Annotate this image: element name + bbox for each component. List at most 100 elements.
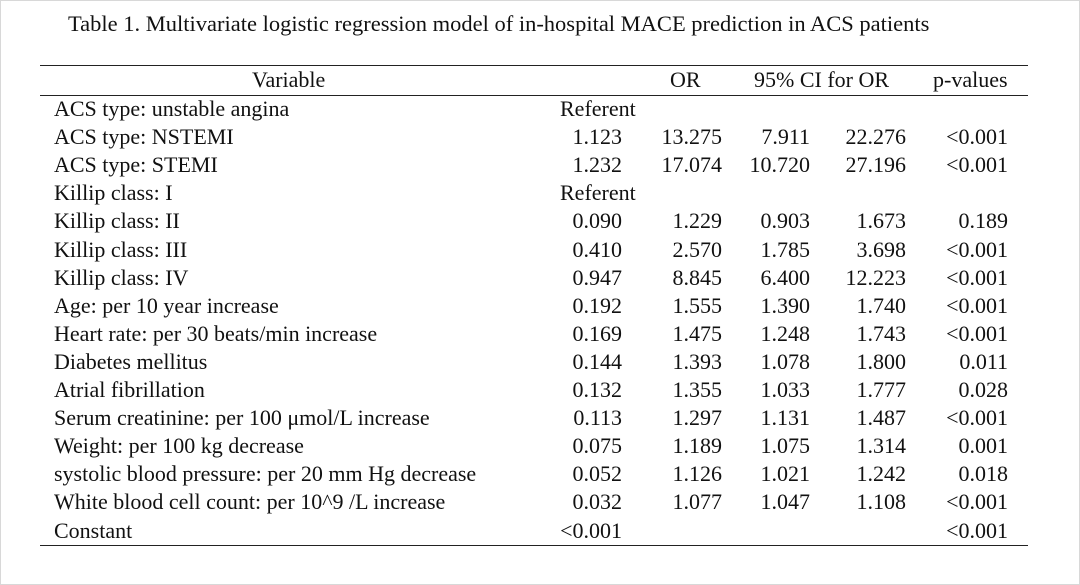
- cell-variable: systolic blood pressure: per 20 mm Hg de…: [54, 461, 477, 487]
- cell-ci-high: 22.276: [845, 124, 907, 150]
- cell-ci-high: 1.108: [856, 489, 907, 515]
- table-header-rule: [40, 95, 1028, 96]
- cell-ci-low: 1.131: [760, 405, 811, 431]
- table-row: Age: per 10 year increase 0.192 1.555 1.390…: [0, 292, 1080, 320]
- cell-ci-high: 1.800: [856, 348, 907, 374]
- cell-ci-high: 3.698: [856, 236, 907, 262]
- cell-p-value: <0.001: [946, 292, 1008, 318]
- cell-coefficient: 0.132: [572, 377, 623, 402]
- cell-p-value: 0.028: [958, 377, 1009, 402]
- cell-variable: White blood cell count: per 10^9 /L incr…: [54, 489, 446, 515]
- cell-variable: ACS type: unstable angina: [54, 96, 290, 121]
- cell-variable: Atrial fibrillation: [54, 377, 205, 402]
- table-row: Serum creatinine: per 100 μmol/L increas…: [0, 404, 1080, 432]
- cell-or: 1.077: [672, 489, 723, 515]
- cell-ci-low: 1.078: [760, 348, 811, 374]
- header-or: OR: [670, 67, 701, 92]
- cell-p-value: <0.001: [946, 320, 1008, 346]
- table-row: White blood cell count: per 10^9 /L incr…: [0, 488, 1080, 516]
- cell-or: 1.555: [672, 292, 723, 318]
- header-p-values: p-values: [933, 67, 1008, 92]
- header-ci: 95% CI for OR: [754, 67, 890, 92]
- cell-coefficient: 1.123: [572, 124, 623, 150]
- cell-coefficient: 0.113: [573, 405, 622, 431]
- table-row: Killip class: IV 0.947 8.845 6.400 12.223 <0.…: [0, 264, 1080, 292]
- cell-or: 17.074: [661, 152, 723, 178]
- cell-ci-high: 27.196: [845, 152, 907, 178]
- cell-p-value: 0.001: [958, 433, 1009, 459]
- cell-variable: Heart rate: per 30 beats/min increase: [54, 320, 378, 346]
- table-row: Heart rate: per 30 beats/min increase 0.1…: [0, 320, 1080, 348]
- cell-or: 1.189: [672, 433, 723, 459]
- cell-or: 2.570: [672, 236, 723, 262]
- cell-coefficient: 1.232: [572, 152, 623, 178]
- cell-p-value: <0.001: [946, 236, 1008, 262]
- cell-ci-low: 7.911: [761, 124, 810, 150]
- header-variable: Variable: [252, 67, 326, 92]
- cell-p-value: <0.001: [946, 152, 1008, 178]
- cell-coefficient: 0.169: [572, 320, 623, 346]
- cell-coefficient: 0.090: [572, 208, 623, 234]
- cell-ci-high: 1.740: [856, 292, 907, 318]
- cell-p-value: <0.001: [946, 124, 1008, 150]
- cell-ci-low: 10.720: [749, 152, 811, 178]
- cell-or: 1.355: [672, 377, 723, 402]
- cell-variable: Constant: [54, 517, 133, 543]
- cell-variable: ACS type: NSTEMI: [54, 124, 234, 150]
- cell-ci-high: 1.777: [856, 377, 907, 402]
- cell-ci-low: 1.033: [760, 377, 811, 402]
- cell-or: 1.393: [672, 348, 723, 374]
- cell-coefficient: 0.075: [572, 433, 623, 459]
- cell-variable: Killip class: III: [54, 236, 188, 262]
- cell-coefficient: 0.144: [572, 348, 623, 374]
- cell-or: 8.845: [672, 264, 723, 290]
- cell-or: 1.126: [672, 461, 723, 487]
- table-row: systolic blood pressure: per 20 mm Hg de…: [0, 460, 1080, 488]
- table-row: Killip class: I Referent: [0, 179, 1080, 207]
- table-top-rule: [40, 65, 1028, 66]
- cell-or: 1.297: [672, 405, 723, 431]
- cell-ci-high: 1.242: [856, 461, 907, 487]
- cell-p-value: 0.011: [959, 348, 1008, 374]
- table-row: Diabetes mellitus 0.144 1.393 1.078 1.800 0.0…: [0, 348, 1080, 376]
- cell-p-value: <0.001: [946, 489, 1008, 515]
- cell-variable: Weight: per 100 kg decrease: [54, 433, 304, 459]
- cell-or: 1.229: [672, 208, 723, 234]
- cell-variable: Diabetes mellitus: [54, 348, 208, 374]
- cell-variable: Killip class: II: [54, 208, 180, 234]
- cell-ci-low: 1.075: [760, 433, 811, 459]
- cell-ci-high: 1.487: [856, 405, 907, 431]
- table-row: Constant <0.001 <0.001: [0, 517, 1080, 545]
- table-row: Atrial fibrillation 0.132 1.355 1.033 1.777 0…: [0, 376, 1080, 404]
- table-header-row: Variable OR 95% CI for OR p-values: [0, 66, 1080, 94]
- cell-ci-low: 1.390: [760, 292, 811, 318]
- cell-variable: Serum creatinine: per 100 μmol/L increas…: [54, 405, 430, 431]
- cell-p-value: 0.189: [958, 208, 1009, 234]
- table-row: ACS type: NSTEMI 1.123 13.275 7.911 22.276 <0…: [0, 123, 1080, 151]
- cell-ci-high: 1.743: [856, 320, 907, 346]
- table-row: Weight: per 100 kg decrease 0.075 1.189 1.0…: [0, 432, 1080, 460]
- cell-ci-high: 1.314: [856, 433, 907, 459]
- cell-coefficient: Referent: [560, 96, 636, 121]
- table-caption: Table 1. Multivariate logistic regressio…: [68, 11, 930, 36]
- cell-ci-low: 1.248: [760, 320, 811, 346]
- table-row: ACS type: STEMI 1.232 17.074 10.720 27.196 <0…: [0, 151, 1080, 179]
- cell-coefficient: 0.032: [572, 489, 623, 515]
- cell-ci-high: 12.223: [845, 264, 907, 290]
- cell-ci-low: 1.021: [760, 461, 811, 487]
- table-row: Killip class: III 0.410 2.570 1.785 3.698 <0.…: [0, 236, 1080, 264]
- cell-coefficient: 0.947: [572, 264, 623, 290]
- table-bottom-rule: [40, 545, 1028, 546]
- cell-variable: Killip class: I: [54, 180, 173, 206]
- cell-or: 13.275: [661, 124, 723, 150]
- cell-coefficient: 0.410: [572, 236, 623, 262]
- cell-ci-low: 0.903: [760, 208, 811, 234]
- cell-coefficient: <0.001: [560, 517, 622, 543]
- table-row: Killip class: II 0.090 1.229 0.903 1.673 0.18…: [0, 207, 1080, 235]
- cell-p-value: <0.001: [946, 517, 1008, 543]
- cell-variable: Killip class: IV: [54, 264, 189, 290]
- cell-ci-low: 6.400: [760, 264, 811, 290]
- cell-p-value: <0.001: [946, 264, 1008, 290]
- cell-ci-low: 1.047: [760, 489, 811, 515]
- cell-or: 1.475: [672, 320, 723, 346]
